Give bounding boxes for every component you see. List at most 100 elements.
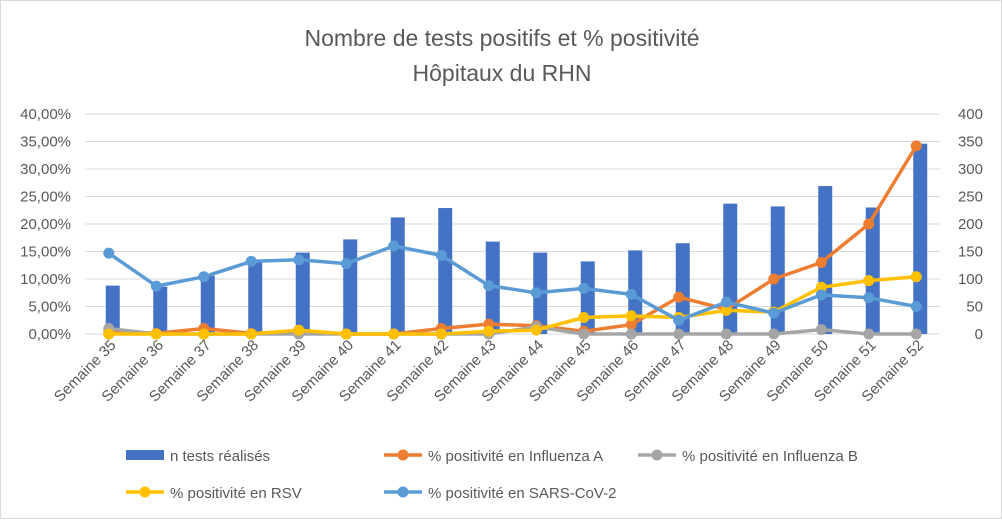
bar [438,208,453,334]
chart-title-line-1: Nombre de tests positifs et % positivité [305,25,700,51]
series-point [720,328,732,340]
right-tick-label: 50 [966,299,983,316]
bar [580,261,595,334]
series-point [578,282,590,294]
series-point [293,324,305,336]
left-tick-label: 0,00% [28,326,71,343]
series-3 [103,240,922,326]
right-tick-label: 200 [958,216,983,233]
series-point [293,254,305,266]
left-tick-label: 40,00% [20,106,71,123]
legend-item: % positivité en RSV [126,485,302,502]
series-point [768,273,780,285]
series-point [435,328,447,340]
series-point [340,328,352,340]
bar [913,143,928,334]
series-point [198,328,210,340]
series-point [625,310,637,322]
series-point [910,328,922,340]
series-point [530,287,542,299]
series-point [815,324,827,336]
legend-swatch [126,450,164,460]
series-point [530,324,542,336]
bar [105,285,120,334]
series-point [245,328,257,340]
legend-swatch-marker [397,486,409,498]
bar [343,239,358,334]
series-point [815,257,827,268]
right-tick-label: 150 [958,244,983,261]
bar [248,260,263,334]
series-point [910,271,922,283]
legend-label: % positivité en RSV [170,485,302,502]
series-2 [103,271,922,340]
series-point [625,319,637,331]
series-point [435,249,447,261]
left-tick-label: 5,00% [28,299,71,316]
series-point [673,291,685,303]
legend-item: % positivité en SARS-CoV-2 [384,485,616,502]
bar [390,217,405,334]
right-tick-label: 300 [958,161,983,178]
bar [770,206,785,334]
series-0 [103,140,922,340]
bar [153,286,168,334]
left-tick-label: 20,00% [20,216,71,233]
left-tick-label: 25,00% [20,189,71,206]
left-tick-label: 10,00% [20,271,71,288]
right-axis: 0 50 100 150 200 250 300 350 400 [958,106,983,343]
left-tick-label: 15,00% [20,244,71,261]
series-point [673,314,685,326]
series-point [578,312,590,323]
series-point [673,328,685,340]
bar [295,252,310,334]
right-tick-label: 100 [958,271,983,288]
series-point [388,328,400,340]
series-point [245,255,257,267]
left-axis: 0,00% 5,00% 10,00% 15,00% 20,00% 25,00% 30,00%… [20,106,71,343]
legend-swatch-marker [139,486,151,498]
series-point [388,240,400,252]
left-tick-label: 35,00% [20,134,71,151]
series-point [815,289,827,301]
line-series [103,140,922,340]
right-tick-label: 350 [958,134,983,151]
series-point [150,280,162,292]
series-point [720,296,732,308]
series-point [625,288,637,300]
gridlines [85,113,940,335]
legend-label: % positivité en SARS-CoV-2 [428,485,616,502]
series-point [910,140,922,152]
legend: n tests réalisés % positivité en Influenz… [126,448,858,502]
series-point [768,328,780,340]
series-point [103,247,115,259]
legend-item: n tests réalisés [126,448,270,465]
right-tick-label: 250 [958,189,983,206]
series-point [150,328,162,340]
series-point [863,218,875,230]
series-point [815,281,827,293]
right-tick-label: 400 [958,106,983,123]
series-point [768,307,780,319]
series-point [625,328,637,340]
bar-series [105,143,928,334]
bar [675,243,690,334]
left-tick-label: 30,00% [20,161,71,178]
series-point [863,292,875,304]
legend-label: % positivité en Influenza B [682,448,858,465]
series-line [108,275,917,336]
legend-label: % positivité en Influenza A [428,448,603,465]
series-point [863,328,875,340]
series-point [910,301,922,312]
series-point [578,328,590,340]
legend-swatch-marker [651,449,663,461]
legend-label: n tests réalisés [170,448,270,465]
legend-swatch-marker [397,449,409,461]
series-line [107,244,917,323]
series-point [863,275,875,287]
series-point [340,258,352,270]
legend-item: % positivité en Influenza B [638,448,858,465]
